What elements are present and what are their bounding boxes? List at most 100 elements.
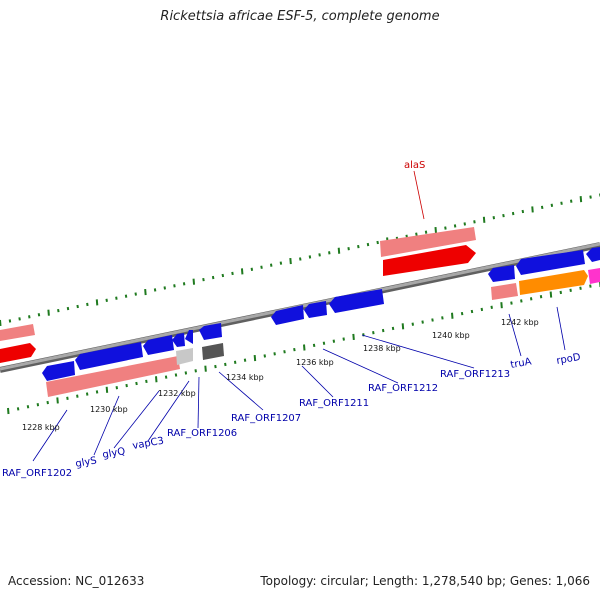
tick-mark — [589, 195, 592, 199]
tick-mark — [155, 376, 158, 383]
tick-mark — [372, 331, 375, 335]
map-title: Rickettsia africae ESF-5, complete genom… — [160, 9, 440, 24]
scale-label: 1240 kbp — [432, 331, 470, 340]
tick-mark — [46, 400, 49, 405]
tick-mark — [18, 317, 21, 321]
tick-mark — [283, 350, 286, 354]
tick-mark — [500, 302, 503, 309]
tick-mark — [164, 375, 168, 379]
tick-mark — [263, 354, 267, 358]
tick-mark — [521, 209, 525, 214]
tick-mark — [211, 275, 215, 280]
tick-mark — [318, 253, 321, 257]
tick-mark — [66, 306, 70, 311]
tick-mark — [134, 292, 137, 296]
tick-mark — [366, 242, 370, 247]
feature-cds-1211a — [271, 305, 304, 325]
tick-mark — [163, 286, 167, 290]
tick-mark — [269, 263, 273, 267]
tick-mark — [453, 224, 457, 228]
leader-glyS — [93, 395, 120, 456]
tick-mark — [299, 257, 302, 261]
feature-cds-truA — [488, 265, 515, 282]
tick-mark — [28, 315, 31, 319]
tick-mark — [328, 251, 331, 255]
tick-mark — [463, 222, 467, 226]
tick-mark — [415, 232, 418, 236]
tick-mark — [347, 247, 350, 251]
tick-mark — [540, 205, 544, 210]
feature-rna-left-pink — [0, 324, 35, 341]
tick-mark — [473, 220, 476, 224]
tick-mark — [192, 278, 196, 285]
tick-mark — [182, 282, 186, 286]
tick-mark — [539, 295, 543, 299]
gene-label-RAF_ORF1212[interactable]: RAF_ORF1212 — [368, 383, 438, 394]
feature-cds-vapC3 — [172, 333, 185, 347]
tick-mark — [332, 339, 336, 343]
tick-mark — [289, 257, 292, 265]
tick-mark — [492, 216, 496, 220]
feature-magenta-right — [588, 268, 600, 284]
gene-label-glyQ[interactable]: glyQ — [102, 446, 127, 461]
leader-RAF_ORF1207 — [218, 371, 264, 411]
feature-cds-glyQ — [143, 335, 174, 355]
tick-mark — [184, 371, 188, 375]
tick-mark — [342, 337, 345, 341]
feature-alaS-pink — [380, 227, 476, 257]
tick-mark — [57, 308, 60, 313]
feature-cds-right — [586, 247, 600, 262]
leader-RAF_ORF1212 — [322, 348, 399, 384]
gene-label-rpoD[interactable]: rpoD — [556, 352, 582, 367]
tick-mark — [490, 305, 493, 309]
feature-grey-vapC3 — [176, 348, 193, 365]
tick-mark — [391, 326, 395, 331]
tick-mark — [411, 322, 415, 326]
gene-label-alaS[interactable]: alaS — [404, 160, 425, 171]
tick-mark — [221, 273, 225, 278]
feature-cds-1211b — [304, 301, 327, 318]
tick-mark — [589, 284, 592, 288]
gene-label-RAF_ORF1202[interactable]: RAF_ORF1202 — [2, 468, 72, 479]
leader-RAF_ORF1213 — [361, 334, 475, 369]
tick-mark — [460, 311, 464, 316]
tick-mark — [293, 347, 296, 352]
tick-mark — [240, 268, 244, 275]
leader-rpoD — [556, 306, 566, 351]
feature-orange-rpoD — [519, 270, 588, 295]
tick-mark — [95, 299, 99, 306]
leader-truA — [508, 313, 522, 357]
feature-cds-1202 — [42, 361, 75, 381]
tick-mark — [105, 386, 109, 393]
tick-mark — [26, 405, 30, 409]
gene-label-truA[interactable]: truA — [510, 356, 533, 371]
tick-mark — [56, 397, 59, 404]
tick-mark — [401, 323, 405, 330]
feature-pink-truA — [491, 283, 518, 300]
feature-grey-1207 — [202, 343, 224, 360]
leader-vapC3 — [147, 380, 190, 442]
gene-label-glyS[interactable]: glyS — [75, 455, 98, 470]
tick-mark — [424, 230, 428, 234]
leader-RAF_ORF1206 — [197, 376, 200, 429]
topology-label: Topology: circular; Length: 1,278,540 bp… — [260, 574, 590, 588]
tick-mark — [421, 320, 424, 324]
scale-label: 1234 kbp — [226, 373, 264, 382]
tick-mark — [115, 296, 118, 300]
tick-mark — [579, 196, 583, 203]
feature-cds-1212 — [329, 289, 384, 313]
tick-mark — [260, 265, 263, 269]
tick-mark — [174, 373, 178, 377]
gene-label-RAF_ORF1206[interactable]: RAF_ORF1206 — [167, 428, 237, 439]
tick-mark — [173, 284, 176, 288]
tick-mark — [303, 344, 306, 351]
tick-mark — [451, 312, 454, 319]
feature-alaS-red — [383, 245, 476, 276]
tick-mark — [470, 309, 474, 314]
gene-label-RAF_ORF1211[interactable]: RAF_ORF1211 — [299, 398, 369, 409]
gene-label-RAF_ORF1213[interactable]: RAF_ORF1213 — [440, 369, 510, 380]
gene-label-RAF_ORF1207[interactable]: RAF_ORF1207 — [231, 413, 301, 424]
gene-label-vapC3[interactable]: vapC3 — [132, 436, 165, 452]
tick-mark — [502, 213, 505, 218]
